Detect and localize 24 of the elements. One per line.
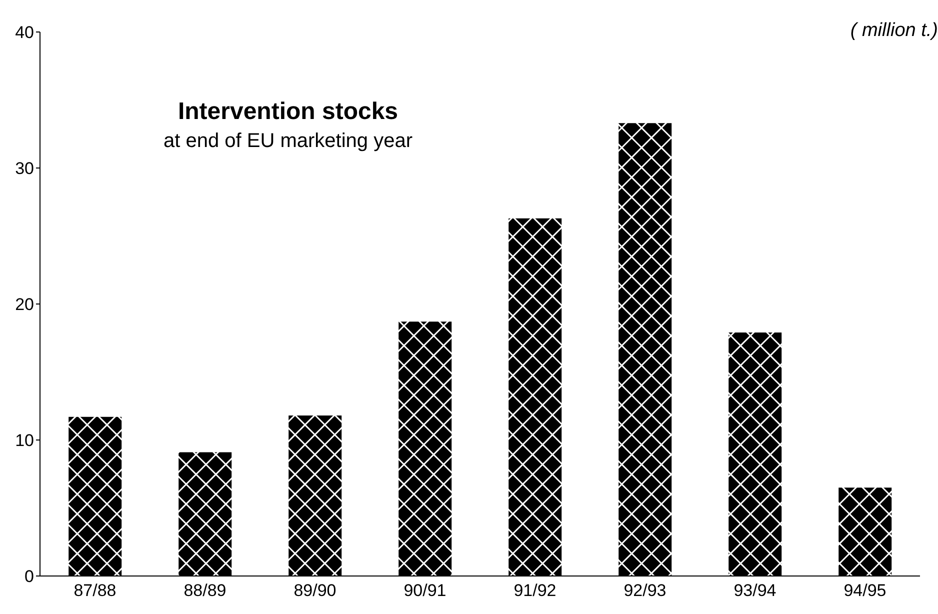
x-tick-label: 90/91 bbox=[404, 581, 446, 600]
text: Intervention stocks bbox=[176, 98, 400, 126]
y-tick-label: 10 bbox=[15, 431, 34, 450]
x-tick-label: 91/92 bbox=[514, 581, 556, 600]
x-tick-label: 94/95 bbox=[844, 581, 886, 600]
bar bbox=[508, 218, 562, 576]
bar bbox=[838, 488, 892, 576]
bar bbox=[398, 322, 452, 576]
bar bbox=[178, 452, 232, 576]
y-tick-label: 0 bbox=[24, 567, 34, 586]
x-tick-label: 92/93 bbox=[624, 581, 666, 600]
x-tick-label: 87/88 bbox=[74, 581, 116, 600]
y-tick-label: 30 bbox=[15, 159, 34, 178]
x-tick-label: 89/90 bbox=[294, 581, 336, 600]
bar bbox=[68, 416, 122, 576]
x-tick-label: 93/94 bbox=[734, 581, 776, 600]
bar bbox=[618, 123, 672, 576]
bar bbox=[288, 416, 342, 576]
y-tick-label: 20 bbox=[15, 295, 34, 314]
y-tick-label: 40 bbox=[15, 23, 34, 42]
bar bbox=[728, 332, 782, 576]
x-tick-label: 88/89 bbox=[184, 581, 226, 600]
text: at end of EU marketing year bbox=[162, 130, 414, 153]
y-axis-title: ( million t.) bbox=[838, 20, 938, 42]
